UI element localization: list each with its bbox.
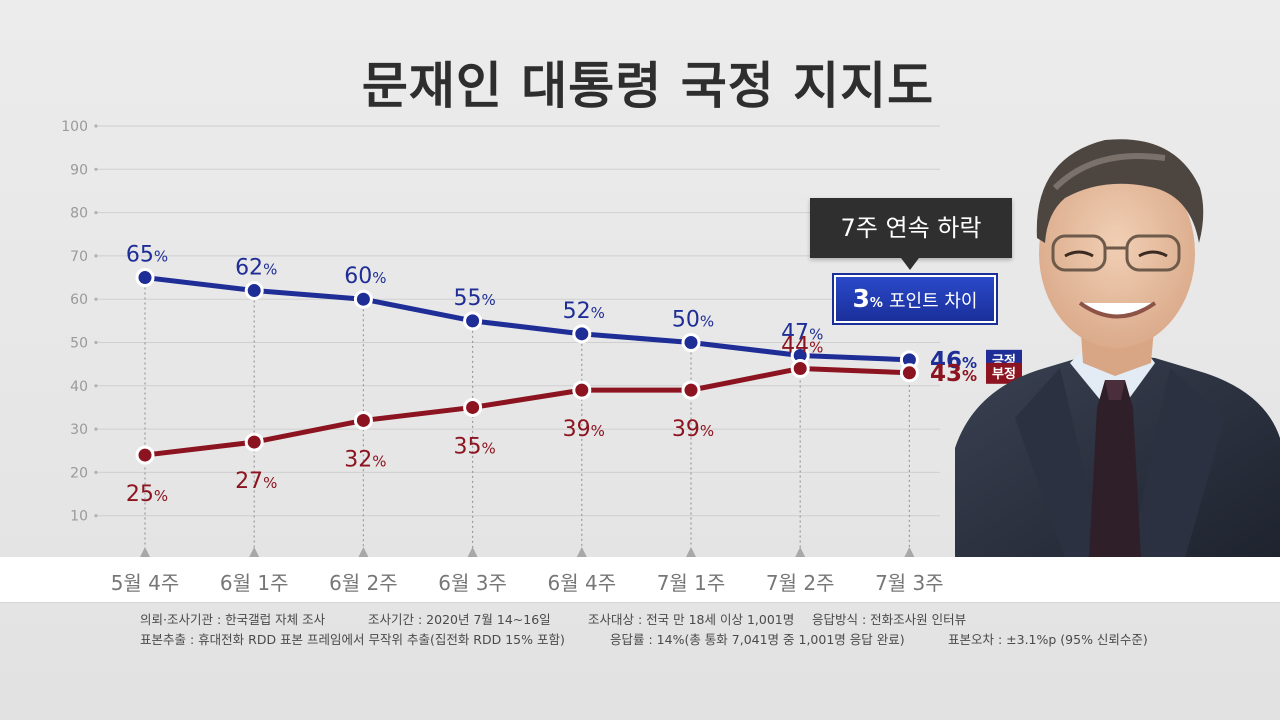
data-label: 52% (563, 299, 605, 324)
x-tick-label: 7월 1주 (656, 571, 726, 595)
x-tick-label: 6월 3주 (438, 571, 507, 595)
data-point (244, 432, 264, 452)
data-point (135, 445, 155, 465)
data-point (572, 380, 592, 400)
y-tick-label: 40 (70, 379, 88, 395)
tick-dot (94, 340, 98, 345)
axis-arrow (358, 547, 369, 557)
y-tick-label: 70 (70, 249, 88, 265)
footnote-row-1: 의뢰·조사기관 : 한국갤럽 자체 조사 조사기간 : 2020년 7월 14~… (140, 609, 1220, 629)
y-tick-label: 30 (70, 422, 88, 438)
data-label: 60% (344, 264, 386, 289)
data-label: 35% (453, 434, 495, 459)
axis-arrow (576, 547, 587, 557)
axis-arrow (467, 547, 478, 557)
data-point (353, 289, 373, 309)
x-tick-label: 7월 3주 (875, 571, 944, 595)
data-label: 44% (781, 333, 823, 358)
x-tick-label: 5월 4주 (110, 571, 180, 595)
gap-unit: % (869, 296, 883, 311)
survey-footnote: 의뢰·조사기관 : 한국갤럽 자체 조사 조사기간 : 2020년 7월 14~… (140, 609, 1220, 649)
data-point (463, 397, 483, 417)
data-label: 27% (235, 469, 277, 494)
data-point (681, 380, 701, 400)
footnote-row-2: 표본추출 : 휴대전화 RDD 표본 프레임에서 무작위 추출(집전화 RDD … (140, 629, 1220, 649)
data-label: 50% (672, 308, 714, 333)
tick-dot (94, 167, 98, 171)
x-tick-label: 6월 1주 (219, 571, 289, 595)
tick-dot (94, 384, 98, 388)
tick-dot (94, 254, 98, 258)
data-point (899, 363, 919, 383)
axis-arrow (249, 547, 260, 557)
legend-badge (986, 362, 1022, 384)
x-tick-label: 6월 2주 (329, 571, 398, 595)
y-tick-label: 80 (70, 206, 88, 222)
axis-arrow (140, 547, 150, 557)
footnote-agency: 의뢰·조사기관 : 한국갤럽 자체 조사 (140, 612, 326, 627)
data-label: 39% (672, 417, 714, 442)
data-point (135, 268, 155, 288)
footnote-period: 조사기간 : 2020년 7월 14~16일 (368, 612, 551, 627)
x-tick-label: 7월 2주 (765, 571, 835, 595)
y-tick-label: 20 (70, 465, 88, 481)
tick-dot (94, 211, 98, 215)
gap-number: 3 (852, 284, 870, 313)
data-label: 39% (563, 417, 605, 442)
x-tick-label: 6월 4주 (547, 571, 617, 595)
axis-arrow (904, 547, 915, 557)
axis-arrow (686, 547, 696, 557)
data-point (244, 281, 264, 301)
footnote-method: 응답방식 : 전화조사원 인터뷰 (812, 612, 967, 627)
callout-pointer (901, 258, 919, 270)
series-line-positive (144, 275, 910, 363)
data-point (463, 311, 483, 331)
tick-dot (94, 514, 98, 518)
y-tick-label: 90 (70, 162, 88, 178)
gap-text: 포인트 차이 (888, 291, 978, 312)
data-label: 55% (453, 286, 495, 311)
x-axis-band (0, 557, 1280, 603)
data-label: 65% (126, 243, 168, 268)
footnote-error: 표본오차 : ±3.1%p (95% 신뢰수준) (948, 632, 1148, 647)
data-point (790, 358, 810, 378)
footnote-sampling: 표본추출 : 휴대전화 RDD 표본 프레임에서 무작위 추출(집전화 RDD … (140, 632, 565, 647)
chart-title: 문재인 대통령 국정 지지도 (361, 57, 935, 115)
tick-dot (94, 297, 98, 301)
data-point (681, 333, 701, 352)
footnote-response-rate: 응답률 : 14%(총 통화 7,041명 중 1,001명 응답 완료) (610, 632, 905, 647)
legend-label: 부정 (992, 366, 1016, 382)
decline-callout: 7주 연속 하락 (810, 198, 1012, 258)
y-tick-label: 100 (61, 119, 88, 135)
axis-arrow (795, 547, 806, 557)
data-label: 62% (235, 256, 277, 281)
tick-dot (94, 427, 98, 431)
series-line-negative (144, 365, 910, 458)
data-point (353, 410, 373, 430)
portrait-photo (955, 118, 1280, 558)
y-tick-label: 60 (70, 292, 88, 308)
footnote-target: 조사대상 : 전국 만 18세 이상 1,001명 (588, 612, 795, 627)
y-tick-label: 50 (70, 336, 88, 352)
tick-dot (94, 470, 98, 474)
tick-dot (94, 124, 98, 128)
data-label: 32% (344, 447, 386, 472)
data-label: 47% (781, 320, 823, 345)
y-tick-label: 10 (70, 509, 88, 525)
gap-badge: 3% 포인트 차이 (834, 275, 996, 323)
data-point (572, 324, 592, 344)
data-label: 25% (126, 482, 168, 507)
